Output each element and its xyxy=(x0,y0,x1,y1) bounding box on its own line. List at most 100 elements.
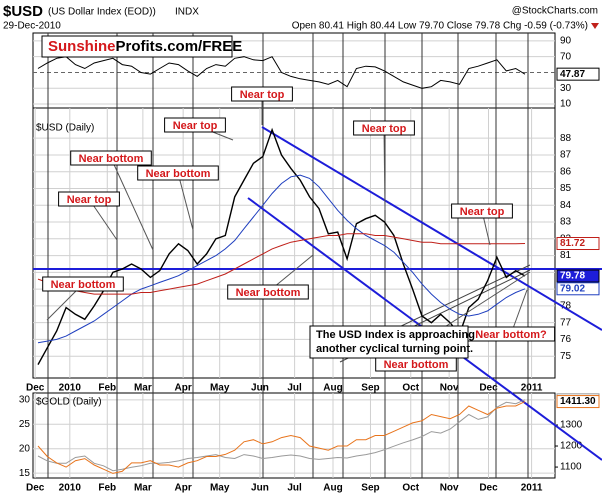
annotation-pointer xyxy=(110,157,154,251)
y-tick-label: 10 xyxy=(560,99,572,110)
y-tick-label: 81 xyxy=(560,250,572,261)
x-tick-label: Sep xyxy=(361,483,379,494)
annotation-pointer xyxy=(177,172,194,231)
x-tick-label: May xyxy=(210,383,230,394)
annotation: Near top xyxy=(362,123,407,135)
x-tick-label: Mar xyxy=(134,483,152,494)
x-tick-label: Dec xyxy=(26,383,45,394)
y-tick-label: 76 xyxy=(560,334,572,345)
x-tick-label: Oct xyxy=(402,383,419,394)
panel-title: $USD (Daily) xyxy=(36,123,94,134)
annotation: Near top xyxy=(460,206,505,218)
x-tick-label: Nov xyxy=(440,483,459,494)
end-label-box xyxy=(556,395,600,409)
index-name: (US Dollar Index (EOD)) xyxy=(48,7,156,18)
y-tick-label: 30 xyxy=(19,394,31,405)
source: @StockCharts.com xyxy=(512,6,598,17)
y-tick-label: 78 xyxy=(560,301,572,312)
x-tick-label: Jul xyxy=(287,483,302,494)
quote: Open 80.41 High 80.44 Low 79.70 Close 79… xyxy=(292,21,588,32)
x-tick-label: Aug xyxy=(323,483,342,494)
end-label-box xyxy=(556,269,600,283)
annotation-box xyxy=(70,150,152,166)
down-arrow xyxy=(591,23,599,29)
x-tick-label: Oct xyxy=(402,483,419,494)
annotation-box xyxy=(451,203,513,219)
brand-text: SunshineProfits.com/FREE xyxy=(48,38,242,55)
x-tick-label: Feb xyxy=(98,383,116,394)
annotation: Near bottom? xyxy=(475,329,547,341)
x-tick-label: May xyxy=(210,483,230,494)
y-tick-label: 25 xyxy=(19,419,31,430)
end-label-box xyxy=(556,237,600,251)
end-label-box xyxy=(556,67,600,81)
x-tick-label: 2011 xyxy=(521,383,543,394)
annotation-box xyxy=(137,165,219,181)
series-line xyxy=(37,127,526,365)
y2-tick-label: 1100 xyxy=(560,462,582,473)
callout-text: another cyclical turning point. xyxy=(316,343,473,355)
y-tick-label: 90 xyxy=(560,36,572,47)
x-tick-label: Feb xyxy=(98,483,116,494)
series-line xyxy=(37,401,526,474)
brand: SunshineProfits.com/FREE xyxy=(41,35,242,58)
y-tick-label: 83 xyxy=(560,217,572,228)
end-label-box xyxy=(556,282,600,296)
brand-black: Profits.com/FREE xyxy=(116,38,243,55)
annotation: Near top xyxy=(240,89,285,101)
y-tick-label: 85 xyxy=(560,183,572,194)
series-line xyxy=(37,233,526,295)
y-tick-label: 70 xyxy=(560,51,572,62)
x-tick-label: Nov xyxy=(440,383,459,394)
end-label: 1411.30 xyxy=(560,396,596,407)
y2-tick-label: 1200 xyxy=(560,441,583,452)
x-tick-label: Jul xyxy=(287,383,302,394)
y-tick-label: 77 xyxy=(560,317,572,328)
x-tick-label: Sep xyxy=(361,383,379,394)
annotation: Near bottom xyxy=(384,359,449,371)
y-tick-label: 87 xyxy=(560,150,572,161)
y-tick-label: 75 xyxy=(560,351,572,362)
brand-red: Sunshine xyxy=(48,38,116,55)
y-tick-label: 15 xyxy=(19,468,31,479)
y-tick-label: 20 xyxy=(19,443,31,454)
x-tick-label: Mar xyxy=(134,383,152,394)
x-tick-label: 2010 xyxy=(59,383,82,394)
x-tick-label: 2011 xyxy=(521,483,543,494)
annotation: Near top xyxy=(67,194,112,206)
annotation-box xyxy=(42,276,124,292)
x-tick-label: Dec xyxy=(479,483,498,494)
annotation-box xyxy=(353,120,415,136)
series-line xyxy=(37,56,526,89)
series-line xyxy=(37,399,526,472)
date: 29-Dec-2010 xyxy=(3,21,61,32)
x-tick-label: Apr xyxy=(175,383,192,394)
panel-title: $GOLD (Daily) xyxy=(36,397,102,408)
annotation: Near bottom xyxy=(51,279,116,291)
y-tick-label: 30 xyxy=(560,83,572,94)
brand-box xyxy=(41,35,233,58)
symbol: $USD xyxy=(3,3,43,20)
exchange: INDX xyxy=(175,7,199,18)
end-label: 47.87 xyxy=(560,69,585,80)
y-tick-label: 88 xyxy=(560,133,572,144)
channel-line xyxy=(261,126,602,331)
annotation: Near top xyxy=(173,120,218,132)
x-tick-label: Aug xyxy=(323,383,342,394)
annotation: Near bottom xyxy=(236,287,301,299)
y2-tick-label: 1300 xyxy=(560,420,583,431)
callout-box xyxy=(309,325,469,359)
series-line xyxy=(37,174,526,344)
x-tick-label: Dec xyxy=(26,483,45,494)
x-tick-label: Apr xyxy=(175,483,192,494)
end-label: 79.78 xyxy=(560,271,585,282)
annotation: Near bottom xyxy=(79,153,144,165)
x-tick-label: Jun xyxy=(251,383,269,394)
annotation-box xyxy=(231,86,293,102)
annotation-box xyxy=(164,117,226,133)
annotation-box xyxy=(58,191,120,207)
x-tick-label: 2010 xyxy=(59,483,82,494)
plot-layer: 10305070907576777879808182838485868788De… xyxy=(19,32,602,494)
x-tick-label: Jun xyxy=(251,483,269,494)
